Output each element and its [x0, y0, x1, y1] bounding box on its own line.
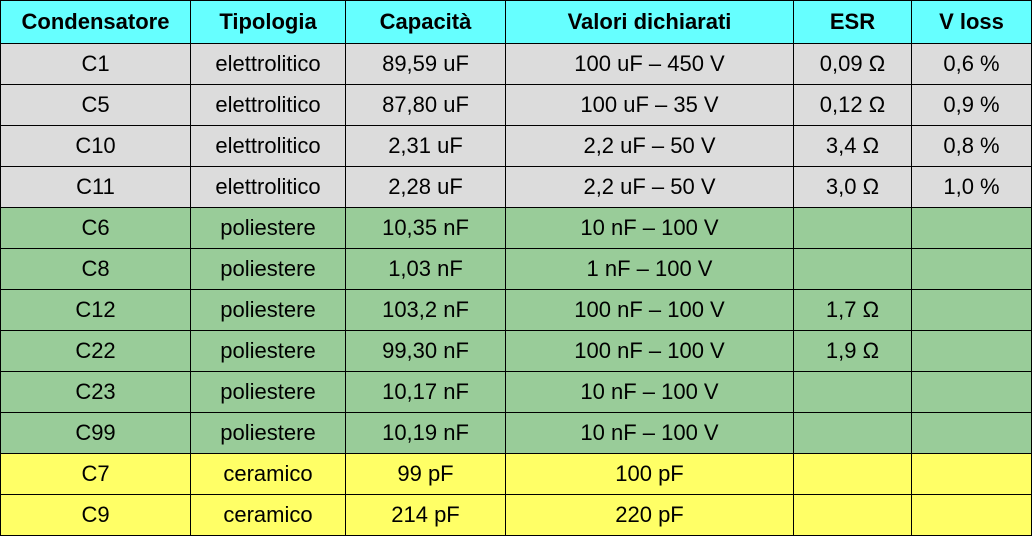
table-cell: C12: [0, 289, 191, 331]
table-cell: 89,59 uF: [345, 43, 506, 85]
table-cell: poliestere: [190, 330, 346, 372]
table-row: C9 ceramico 214 pF 220 pF: [0, 494, 1032, 536]
header-cell: Valori dichiarati: [505, 0, 794, 44]
table-cell: C10: [0, 125, 191, 167]
header-cell: ESR: [793, 0, 912, 44]
table-cell: poliestere: [190, 289, 346, 331]
table-cell: 1,0 %: [911, 166, 1032, 208]
table-cell: [911, 248, 1032, 290]
table-row: C8 poliestere 1,03 nF 1 nF – 100 V: [0, 248, 1032, 290]
table-cell: 0,6 %: [911, 43, 1032, 85]
table-cell: 1 nF – 100 V: [505, 248, 794, 290]
table-cell: 10,19 nF: [345, 412, 506, 454]
table-row: C1 elettrolitico 89,59 uF 100 uF – 450 V 0,0…: [0, 43, 1032, 85]
table-cell: poliestere: [190, 371, 346, 413]
table-cell: 0,09 Ω: [793, 43, 912, 85]
table-cell: 2,2 uF – 50 V: [505, 166, 794, 208]
table-cell: 10,17 nF: [345, 371, 506, 413]
table-cell: [911, 207, 1032, 249]
table-cell: poliestere: [190, 412, 346, 454]
table-cell: 103,2 nF: [345, 289, 506, 331]
table-cell: [793, 248, 912, 290]
table-cell: 100 uF – 450 V: [505, 43, 794, 85]
table-cell: ceramico: [190, 494, 346, 536]
table-cell: 214 pF: [345, 494, 506, 536]
table-cell: 100 uF – 35 V: [505, 84, 794, 126]
table-cell: C11: [0, 166, 191, 208]
table-cell: 10,35 nF: [345, 207, 506, 249]
header-row: Condensatore Tipologia Capacità Valori dich…: [0, 0, 1032, 44]
table-cell: 3,0 Ω: [793, 166, 912, 208]
table-cell: 87,80 uF: [345, 84, 506, 126]
table-cell: [911, 494, 1032, 536]
header-cell: Condensatore: [0, 0, 191, 44]
table-cell: C9: [0, 494, 191, 536]
table-body: C1 elettrolitico 89,59 uF 100 uF – 450 V 0,0…: [0, 43, 1032, 536]
table-cell: C5: [0, 84, 191, 126]
table-row: C99 poliestere 10,19 nF 10 nF – 100 V: [0, 412, 1032, 454]
table-cell: 2,2 uF – 50 V: [505, 125, 794, 167]
table-cell: [911, 330, 1032, 372]
header-cell: V loss: [911, 0, 1032, 44]
header-cell: Tipologia: [190, 0, 346, 44]
table-cell: C99: [0, 412, 191, 454]
table-cell: C8: [0, 248, 191, 290]
table-cell: elettrolitico: [190, 125, 346, 167]
table-row: C12 poliestere 103,2 nF 100 nF – 100 V 1,7 Ω: [0, 289, 1032, 331]
table-cell: 1,03 nF: [345, 248, 506, 290]
table-cell: elettrolitico: [190, 166, 346, 208]
table-cell: elettrolitico: [190, 84, 346, 126]
table-cell: [911, 453, 1032, 495]
table-cell: [911, 289, 1032, 331]
table-cell: 100 pF: [505, 453, 794, 495]
table-cell: 99 pF: [345, 453, 506, 495]
table-cell: C23: [0, 371, 191, 413]
table-cell: 100 nF – 100 V: [505, 289, 794, 331]
table-cell: [911, 371, 1032, 413]
table-cell: 220 pF: [505, 494, 794, 536]
table-cell: [793, 371, 912, 413]
table-cell: 1,9 Ω: [793, 330, 912, 372]
table-cell: 2,31 uF: [345, 125, 506, 167]
table-cell: 10 nF – 100 V: [505, 371, 794, 413]
table-cell: [793, 453, 912, 495]
table-row: C7 ceramico 99 pF 100 pF: [0, 453, 1032, 495]
table-cell: C1: [0, 43, 191, 85]
table-cell: [793, 207, 912, 249]
table-row: C11 elettrolitico 2,28 uF 2,2 uF – 50 V 3,0 …: [0, 166, 1032, 208]
table-row: C5 elettrolitico 87,80 uF 100 uF – 35 V 0,12…: [0, 84, 1032, 126]
table-row: C10 elettrolitico 2,31 uF 2,2 uF – 50 V 3,4 …: [0, 125, 1032, 167]
table-cell: 3,4 Ω: [793, 125, 912, 167]
table-cell: elettrolitico: [190, 43, 346, 85]
table-cell: [793, 412, 912, 454]
table-cell: 10 nF – 100 V: [505, 207, 794, 249]
table-cell: ceramico: [190, 453, 346, 495]
table-row: C23 poliestere 10,17 nF 10 nF – 100 V: [0, 371, 1032, 413]
table-cell: poliestere: [190, 207, 346, 249]
table-cell: C7: [0, 453, 191, 495]
table-cell: 100 nF – 100 V: [505, 330, 794, 372]
table-cell: poliestere: [190, 248, 346, 290]
table-cell: 0,12 Ω: [793, 84, 912, 126]
table-cell: 99,30 nF: [345, 330, 506, 372]
table-row: C6 poliestere 10,35 nF 10 nF – 100 V: [0, 207, 1032, 249]
table-cell: 10 nF – 100 V: [505, 412, 794, 454]
table-cell: [911, 412, 1032, 454]
table-cell: 1,7 Ω: [793, 289, 912, 331]
table-cell: 2,28 uF: [345, 166, 506, 208]
table-row: C22 poliestere 99,30 nF 100 nF – 100 V 1,9 Ω: [0, 330, 1032, 372]
table-cell: 0,8 %: [911, 125, 1032, 167]
table-cell: [793, 494, 912, 536]
header-cell: Capacità: [345, 0, 506, 44]
table-cell: 0,9 %: [911, 84, 1032, 126]
table-cell: C22: [0, 330, 191, 372]
table-cell: C6: [0, 207, 191, 249]
